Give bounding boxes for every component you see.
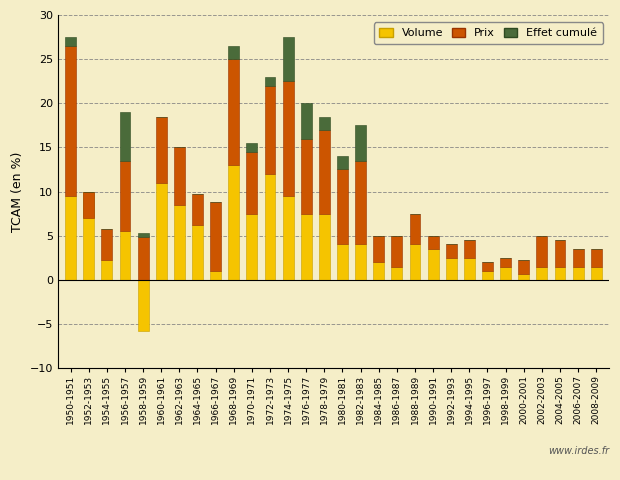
Bar [410,244,420,280]
Bar [120,161,130,231]
Bar [228,46,239,59]
Bar [337,169,348,244]
Bar [246,214,257,280]
Bar [428,249,438,280]
Bar [536,236,547,266]
Bar [65,46,76,196]
Bar [65,37,76,46]
Bar [138,280,149,331]
Bar [210,271,221,280]
Bar [391,266,402,280]
Bar [500,266,511,280]
Bar [591,266,601,280]
Bar [482,262,493,271]
Bar [373,236,384,262]
Bar [265,86,275,174]
Bar [355,244,366,280]
Bar [337,156,348,169]
Text: www.irdes.fr: www.irdes.fr [547,445,609,456]
Bar [446,244,457,258]
Bar [337,244,348,280]
Bar [156,117,167,183]
Bar [120,112,130,161]
Bar [482,271,493,280]
Bar [174,147,185,205]
Bar [428,236,438,249]
Bar [301,214,312,280]
Bar [192,225,203,280]
Bar [210,202,221,271]
Bar [65,196,76,280]
Bar [536,266,547,280]
Bar [265,77,275,86]
Bar [283,81,293,196]
Bar [83,192,94,218]
Bar [573,249,583,266]
Bar [591,249,601,266]
Bar [518,274,529,280]
Bar [192,194,203,225]
Bar [410,214,420,244]
Bar [246,143,257,152]
Bar [518,260,529,274]
Bar [355,125,366,161]
Bar [156,183,167,280]
Bar [174,205,185,280]
Bar [301,139,312,214]
Y-axis label: TCAM (en %): TCAM (en %) [11,151,24,232]
Bar [319,130,330,214]
Bar [319,214,330,280]
Bar [102,229,112,260]
Bar [102,260,112,280]
Bar [246,152,257,214]
Bar [265,174,275,280]
Bar [283,37,293,81]
Bar [391,236,402,266]
Bar [138,238,149,280]
Bar [283,196,293,280]
Bar [120,231,130,280]
Bar [464,240,475,258]
Bar [319,117,330,130]
Bar [464,258,475,280]
Bar [446,258,457,280]
Bar [83,192,94,280]
Bar [228,59,239,165]
Bar [301,103,312,139]
Bar [373,262,384,280]
Bar [228,165,239,280]
Bar [138,233,149,238]
Bar [573,266,583,280]
Legend: Volume, Prix, Effet cumulé: Volume, Prix, Effet cumulé [374,23,603,44]
Bar [500,258,511,266]
Bar [554,266,565,280]
Bar [355,161,366,244]
Bar [554,240,565,266]
